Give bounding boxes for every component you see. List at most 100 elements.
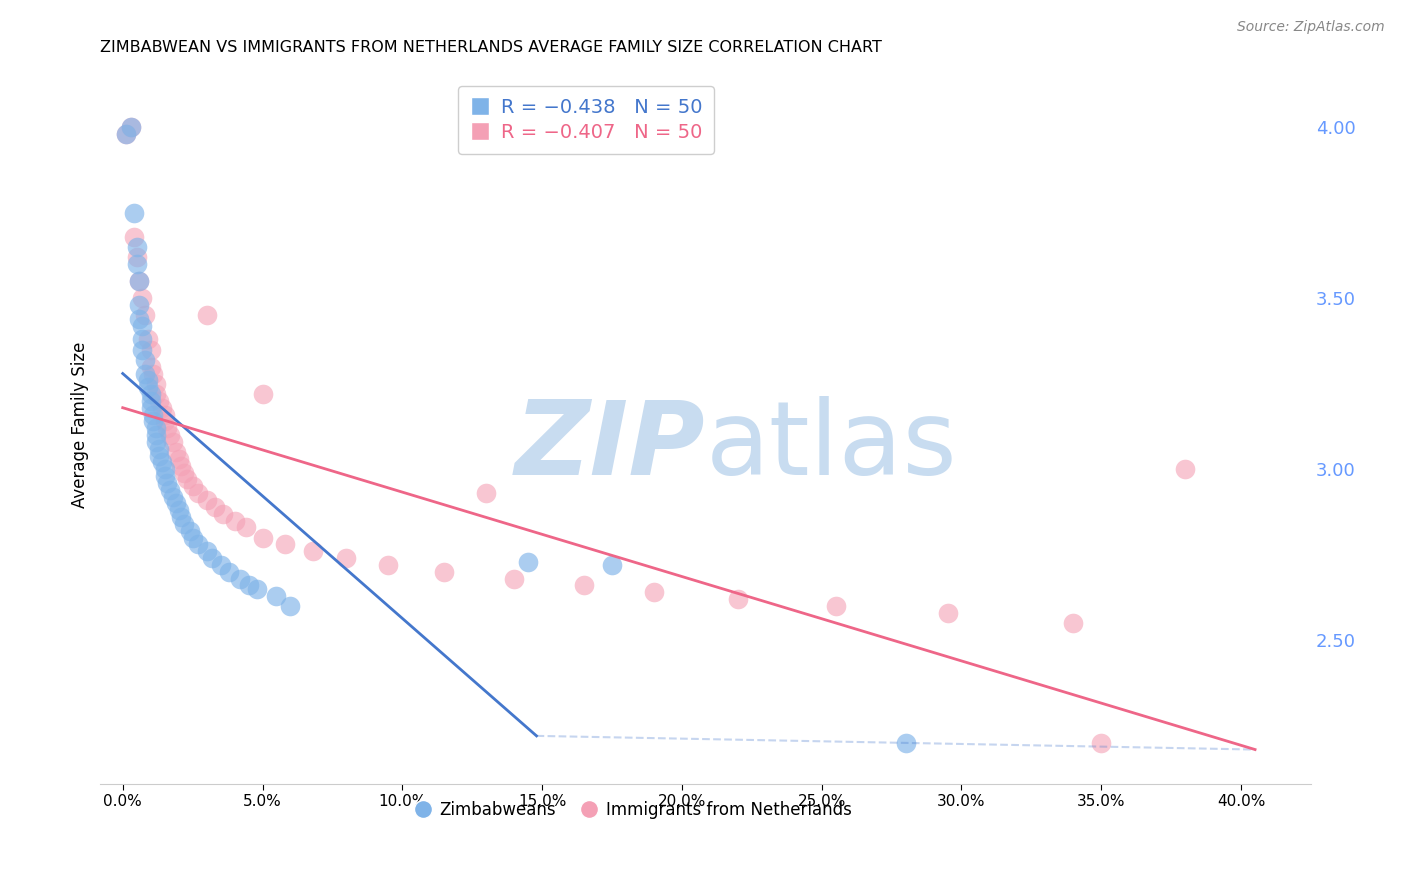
Point (170, 458, 193, 473)
Point (179, 524, 201, 538)
Point (187, 486, 209, 500)
Point (173, 516, 195, 531)
Point (266, 589, 288, 603)
Point (181, 531, 204, 545)
Point (181, 479, 204, 493)
Point (136, 332, 159, 346)
Point (1090, 736, 1112, 750)
Point (335, 551, 357, 566)
Point (114, 127, 136, 141)
Point (377, 558, 399, 572)
Point (503, 572, 526, 586)
Point (238, 578, 260, 592)
Point (274, 537, 297, 551)
Point (600, 558, 623, 572)
Point (139, 393, 162, 408)
Point (139, 387, 162, 401)
Point (131, 318, 153, 333)
Point (153, 408, 176, 422)
Point (475, 486, 498, 500)
Point (159, 428, 181, 442)
Point (252, 387, 274, 401)
Point (643, 585, 665, 599)
Point (145, 387, 167, 401)
Point (156, 421, 179, 435)
Point (204, 500, 226, 514)
Point (131, 291, 153, 305)
Text: Source: ZipAtlas.com: Source: ZipAtlas.com (1237, 20, 1385, 34)
Point (134, 367, 156, 381)
Point (433, 565, 456, 579)
Point (150, 455, 173, 469)
Point (153, 414, 176, 428)
Point (195, 544, 218, 558)
Point (139, 359, 162, 374)
Point (187, 537, 209, 551)
Point (125, 250, 148, 264)
Point (125, 257, 148, 271)
Point (195, 309, 218, 323)
Point (1062, 616, 1084, 631)
Point (173, 466, 195, 480)
Point (572, 578, 595, 592)
Point (153, 462, 176, 476)
Point (153, 469, 176, 483)
Point (218, 565, 240, 579)
Point (145, 376, 167, 391)
Point (148, 449, 170, 463)
Point (139, 343, 162, 357)
Legend: Zimbabweans, Immigrants from Netherlands: Zimbabweans, Immigrants from Netherlands (408, 794, 859, 826)
Point (134, 352, 156, 367)
Point (936, 606, 959, 620)
Point (824, 599, 846, 613)
Point (159, 483, 181, 497)
Text: atlas: atlas (706, 396, 957, 497)
Point (122, 229, 145, 244)
Point (209, 558, 232, 572)
Point (136, 380, 159, 394)
Point (156, 475, 179, 490)
Point (122, 206, 145, 220)
Point (145, 421, 167, 435)
Point (120, 120, 142, 135)
Point (120, 120, 142, 135)
Point (229, 572, 252, 586)
Point (128, 298, 150, 312)
Point (148, 393, 170, 408)
Point (252, 531, 274, 545)
Point (201, 551, 224, 566)
Point (517, 555, 540, 569)
Point (162, 490, 184, 504)
Point (1174, 462, 1197, 476)
Point (167, 503, 190, 517)
Point (280, 599, 302, 613)
Point (170, 510, 193, 524)
Point (145, 434, 167, 449)
Point (128, 274, 150, 288)
Point (145, 428, 167, 442)
Point (114, 127, 136, 141)
Point (150, 401, 173, 415)
Text: ZIP: ZIP (515, 396, 706, 497)
Point (134, 309, 156, 323)
Point (727, 592, 749, 607)
Point (142, 408, 165, 422)
Point (167, 452, 190, 467)
Point (212, 507, 235, 521)
Point (162, 434, 184, 449)
Point (894, 736, 917, 750)
Point (176, 473, 198, 487)
Point (235, 520, 257, 534)
Point (165, 445, 187, 459)
Y-axis label: Average Family Size: Average Family Size (72, 342, 89, 508)
Point (195, 493, 218, 508)
Text: ZIMBABWEAN VS IMMIGRANTS FROM NETHERLANDS AVERAGE FAMILY SIZE CORRELATION CHART: ZIMBABWEAN VS IMMIGRANTS FROM NETHERLAND… (100, 40, 882, 55)
Point (246, 582, 269, 596)
Point (136, 373, 159, 387)
Point (165, 496, 187, 510)
Point (131, 332, 153, 346)
Point (128, 311, 150, 326)
Point (148, 442, 170, 456)
Point (131, 343, 153, 357)
Point (142, 414, 165, 428)
